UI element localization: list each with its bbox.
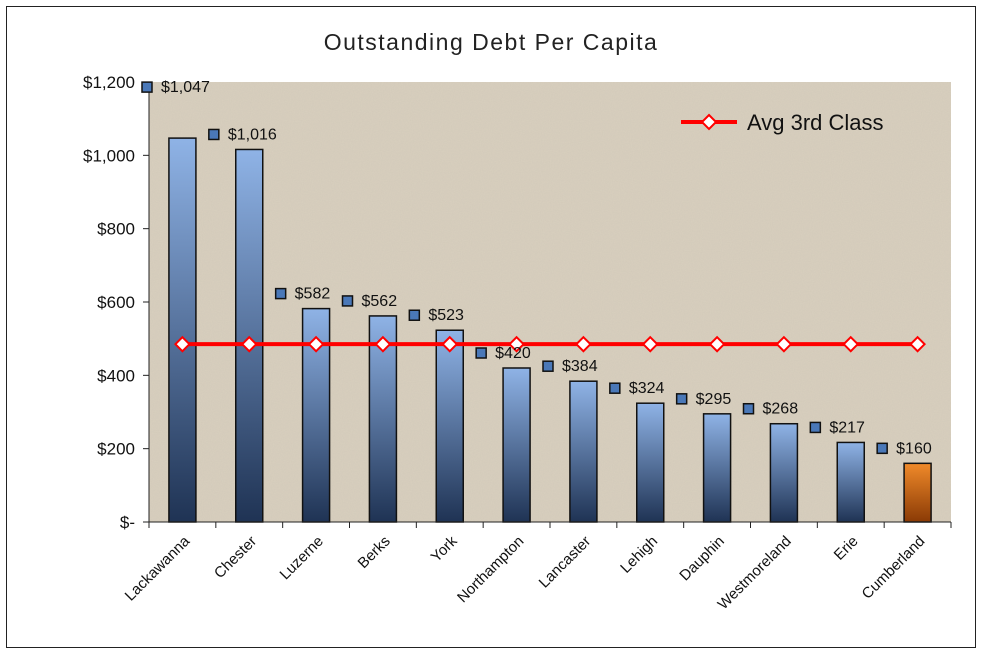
data-label-marker: [609, 382, 621, 394]
legend-marker: [700, 113, 718, 131]
average-line: [174, 335, 926, 353]
y-tick-label: $400: [97, 366, 135, 385]
x-tick-label: York: [428, 532, 461, 565]
chart-title: Outstanding Debt Per Capita: [323, 29, 659, 55]
x-tick-label: Luzerne: [277, 533, 327, 583]
y-tick-label: $800: [97, 220, 135, 239]
bar: [769, 422, 799, 523]
bar: [903, 462, 932, 523]
y-tick-label: $1,200: [83, 73, 135, 92]
chart-svg: $-$200$400$600$800$1,000$1,200 $1,047$1,…: [83, 73, 952, 613]
data-label: $324: [629, 380, 665, 397]
average-point: [374, 335, 392, 353]
average-point: [842, 335, 860, 353]
y-tick-label: $200: [97, 440, 135, 459]
x-tick-label: Lehigh: [617, 533, 661, 577]
data-label-marker: [141, 81, 153, 93]
data-label: $523: [428, 307, 464, 324]
x-tick-label: Dauphin: [676, 533, 728, 585]
average-point: [909, 335, 926, 353]
data-label: $562: [362, 293, 398, 310]
data-labels: $1,047 $1,016 $582 $562 $523 $420 $384 $324 $295…: [141, 79, 932, 457]
average-point: [508, 335, 525, 353]
data-label-marker: [341, 295, 354, 307]
x-tick-label: Cumberland: [859, 533, 929, 603]
bar: [235, 148, 264, 523]
data-label-marker: [274, 287, 287, 300]
bar: [435, 329, 464, 523]
bar: [702, 413, 732, 523]
data-label-marker: [408, 309, 421, 321]
data-label: $384: [562, 358, 598, 375]
data-label-marker: [208, 128, 220, 141]
data-label: $1,047: [161, 79, 210, 96]
data-label-marker: [876, 442, 888, 455]
data-label-marker: [542, 360, 554, 372]
data-label: $160: [896, 440, 932, 457]
data-label-marker: [675, 393, 688, 405]
plot-texture: [149, 82, 951, 522]
x-tick-label: Northampton: [454, 533, 527, 606]
average-point: [641, 335, 659, 353]
y-tick-label: $1,000: [83, 146, 135, 165]
y-tick-label: $600: [97, 293, 135, 312]
average-point: [174, 335, 191, 353]
bar: [168, 137, 197, 523]
bar: [569, 380, 598, 523]
legend: Avg 3rd Class: [681, 110, 884, 135]
data-label: $217: [829, 419, 865, 436]
data-label: $582: [295, 286, 331, 303]
bar: [502, 367, 531, 523]
average-point: [708, 335, 726, 353]
average-point: [441, 335, 459, 353]
average-point: [307, 335, 325, 353]
data-label-marker: [742, 402, 755, 415]
x-axis: Lackawanna Chester Luzerne Berks YorkNortham…: [122, 521, 952, 613]
data-label-marker: [809, 421, 822, 434]
x-tick-label: Lancaster: [536, 533, 595, 592]
x-tick-label: Berks: [355, 533, 394, 572]
x-tick-label: Lackawanna: [122, 532, 194, 604]
legend-label: Avg 3rd Class: [747, 110, 884, 135]
bar: [836, 441, 865, 523]
average-point: [575, 335, 592, 353]
bar: [636, 402, 665, 523]
data-label: $295: [696, 391, 732, 408]
chart-frame: Outstanding Debt Per Capita $- $200 $400 $6…: [6, 6, 976, 648]
data-label: $1,016: [228, 126, 277, 143]
data-label: $268: [763, 401, 799, 418]
y-axis: $- $200 $400 $600 $800 $1,000 $1,200: [83, 73, 150, 532]
average-point: [775, 335, 793, 353]
average-point: [240, 335, 258, 353]
data-label-marker: [475, 347, 487, 359]
y-tick-label: $-: [120, 513, 135, 532]
x-tick-label: Chester: [211, 533, 260, 582]
data-label: $420: [495, 345, 531, 362]
x-tick-label: Erie: [831, 533, 862, 564]
plot-area: [149, 82, 951, 522]
